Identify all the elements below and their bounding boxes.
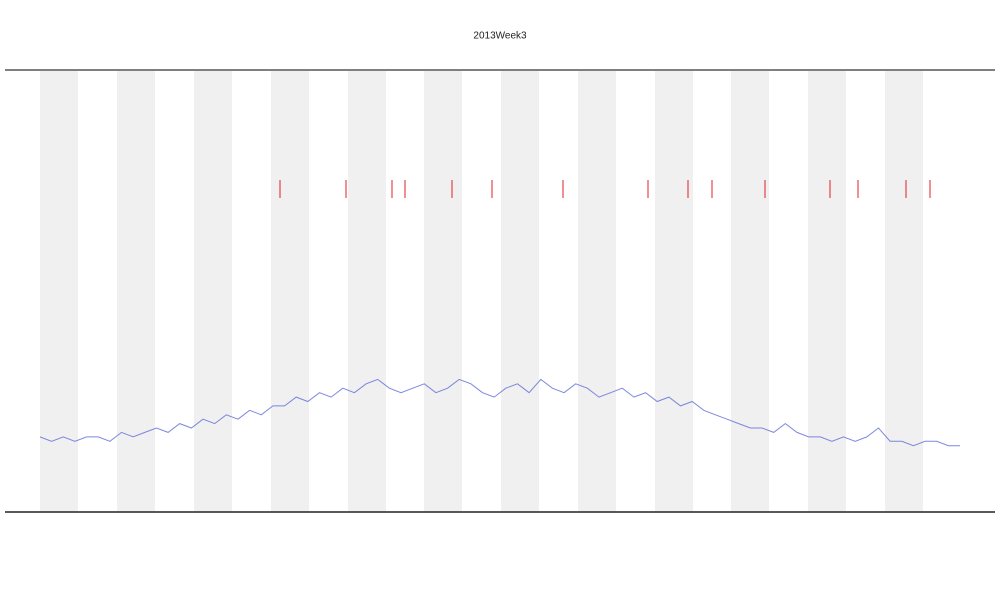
band xyxy=(117,71,155,512)
band xyxy=(808,71,846,512)
band xyxy=(655,71,693,512)
bands xyxy=(40,71,923,512)
series-line xyxy=(39,378,960,447)
band xyxy=(271,71,309,512)
band xyxy=(194,71,232,512)
band xyxy=(348,71,386,512)
chart-title: 2013Week3 xyxy=(473,31,527,42)
band xyxy=(501,71,539,512)
band xyxy=(578,71,616,512)
band xyxy=(885,71,923,512)
band xyxy=(424,71,462,512)
event-markers xyxy=(279,180,931,198)
band xyxy=(731,71,769,512)
band xyxy=(40,71,78,512)
